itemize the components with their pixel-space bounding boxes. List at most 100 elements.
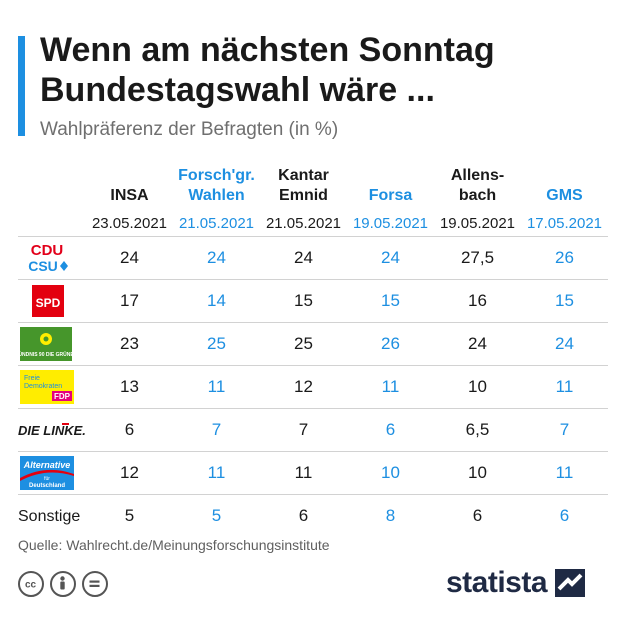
table-row: SPD 17 14 15 15 16 15	[18, 279, 608, 323]
poll-table: INSA Forsch'gr. Wahlen Kantar Emnid Forsa Al…	[15, 160, 608, 537]
header-corner-date	[18, 210, 86, 237]
equals-icon	[82, 571, 108, 597]
table-row: DIE LINKE. 6 7 7 6 6,5 7	[18, 408, 608, 452]
cc-icon: cc	[18, 571, 44, 597]
poll-value: 14	[173, 279, 260, 323]
poll-value: 12	[86, 451, 173, 495]
gruene-logo: BÜNDNIS 90 DIE GRÜNEN	[15, 327, 78, 361]
svg-text:CSU: CSU	[28, 258, 58, 274]
column-header-date: 19.05.2021	[352, 214, 429, 232]
cdu-csu-logo: CDU CSU	[18, 241, 76, 275]
poll-value: 13	[86, 365, 173, 409]
poll-value: 6	[260, 494, 347, 537]
party-logo-cell: Freie Demokraten FDP	[18, 365, 86, 409]
party-logo-cell: CDU CSU	[18, 236, 86, 280]
fdp-logo: Freie Demokraten FDP	[18, 370, 76, 404]
poll-value: 27,5	[434, 236, 521, 280]
poll-value: 6	[521, 494, 608, 537]
svg-text:Freie: Freie	[24, 375, 40, 382]
column-header-institute: Forsch'gr. Wahlen	[178, 167, 255, 204]
poll-value: 15	[347, 279, 434, 323]
poll-value: 10	[434, 365, 521, 409]
header-institutes-row: INSA Forsch'gr. Wahlen Kantar Emnid Forsa Al…	[18, 160, 608, 210]
column-header-institute: GMS	[546, 187, 583, 204]
poll-value: 24	[521, 322, 608, 366]
poll-value: 11	[347, 365, 434, 409]
column-header-date: 19.05.2021	[439, 214, 516, 232]
party-logo-cell: DIE LINKE.	[18, 408, 86, 452]
poll-value: 7	[260, 408, 347, 452]
source-note: Quelle: Wahlrecht.de/Meinungsforschungsi…	[18, 537, 330, 553]
poll-value: 24	[86, 236, 173, 280]
table-row: CDU CSU 24 24 24 24 27,5 26	[18, 236, 608, 280]
poll-value: 7	[521, 408, 608, 452]
svg-text:cc: cc	[25, 580, 37, 591]
poll-value: 26	[347, 322, 434, 366]
poll-value: 5	[173, 494, 260, 537]
party-logo-cell: SPD	[18, 279, 86, 323]
poll-value: 24	[434, 322, 521, 366]
poll-value: 15	[521, 279, 608, 323]
header-corner	[18, 160, 86, 210]
statista-wordmark: statista	[446, 566, 548, 599]
svg-text:FDP: FDP	[54, 392, 71, 401]
table-row: Freie Demokraten FDP 13 11 12 11 10 11	[18, 365, 608, 409]
afd-logo: Alternative für Deutschland	[18, 456, 76, 490]
table-body: CDU CSU 24 24 24 24 27,5 26 SPD 17 14 15 15 16 15 BÜNDN…	[15, 236, 608, 537]
poll-value: 24	[260, 236, 347, 280]
column-header-institute: Kantar Emnid	[278, 167, 329, 204]
svg-text:SPD: SPD	[36, 296, 61, 310]
table-row: BÜNDNIS 90 DIE GRÜNEN 23 25 25 26 24 24	[15, 322, 608, 366]
table-row: Sonstige 5 5 6 8 6 6	[18, 494, 608, 537]
party-label: Sonstige	[18, 508, 81, 525]
column-header-institute: Forsa	[368, 187, 413, 204]
svg-text:für: für	[44, 476, 50, 482]
poll-value: 25	[173, 322, 260, 366]
poll-value: 5	[86, 494, 173, 537]
poll-value: 15	[260, 279, 347, 323]
poll-value: 17	[86, 279, 173, 323]
poll-value: 12	[260, 365, 347, 409]
person-icon	[50, 571, 76, 597]
party-logo-cell: BÜNDNIS 90 DIE GRÜNEN	[15, 322, 86, 366]
poll-value: 26	[521, 236, 608, 280]
title-accent-bar	[18, 36, 25, 136]
party-label-cell: Sonstige	[18, 494, 86, 537]
poll-value: 11	[521, 365, 608, 409]
svg-text:Alternative: Alternative	[23, 460, 71, 470]
poll-value: 10	[347, 451, 434, 495]
poll-value: 24	[347, 236, 434, 280]
poll-value: 23	[86, 322, 173, 366]
column-header-institute: Allens-bach	[450, 167, 505, 204]
poll-value: 25	[260, 322, 347, 366]
table-row: Alternative für Deutschland 12 11 11 10 10 11	[18, 451, 608, 495]
statista-logo-icon	[555, 569, 586, 597]
header-dates-row: 23.05.2021 21.05.2021 21.05.2021 19.05.2021…	[18, 210, 608, 237]
poll-value: 6	[434, 494, 521, 537]
statista-brand: statista	[446, 566, 586, 600]
svg-text:CDU: CDU	[31, 242, 64, 259]
poll-value: 11	[173, 451, 260, 495]
page-title: Wenn am nächsten Sonntag Bundestagswahl …	[40, 31, 495, 109]
svg-text:BÜNDNIS 90 DIE GRÜNEN: BÜNDNIS 90 DIE GRÜNEN	[18, 351, 76, 358]
poll-value: 6,5	[434, 408, 521, 452]
column-header-date: 17.05.2021	[526, 214, 603, 232]
page-subtitle: Wahlpräferenz der Befragten (in %)	[40, 119, 339, 140]
poll-value: 7	[173, 408, 260, 452]
poll-value: 11	[173, 365, 260, 409]
svg-text:Deutschland: Deutschland	[29, 483, 65, 489]
column-header-date: 23.05.2021	[91, 214, 168, 232]
column-header-date: 21.05.2021	[265, 214, 342, 232]
svg-text:DIE LINKE.: DIE LINKE.	[18, 423, 86, 438]
spd-logo: SPD	[18, 284, 76, 318]
poll-value: 24	[173, 236, 260, 280]
svg-text:Demokraten: Demokraten	[24, 383, 62, 390]
poll-value: 11	[521, 451, 608, 495]
poll-value: 6	[86, 408, 173, 452]
poll-value: 16	[434, 279, 521, 323]
poll-value: 6	[347, 408, 434, 452]
column-header-date: 21.05.2021	[178, 214, 255, 232]
poll-value: 8	[347, 494, 434, 537]
license-icons: cc	[18, 571, 108, 597]
column-header-institute: INSA	[110, 187, 149, 204]
